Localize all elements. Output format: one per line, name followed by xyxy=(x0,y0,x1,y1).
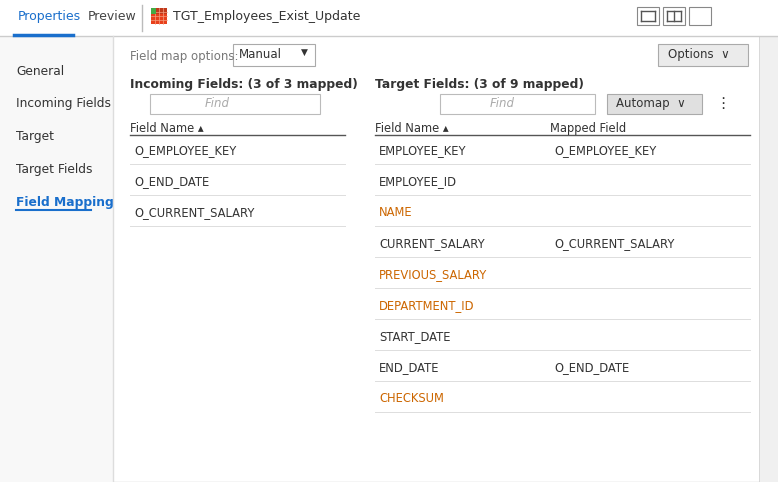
Bar xyxy=(607,94,702,114)
Text: START_DATE: START_DATE xyxy=(379,330,450,343)
Text: Field map options:: Field map options: xyxy=(130,50,239,63)
Text: NAME: NAME xyxy=(379,206,412,219)
Bar xyxy=(759,36,778,482)
Text: O_CURRENT_SALARY: O_CURRENT_SALARY xyxy=(554,237,675,250)
Bar xyxy=(151,8,156,13)
Bar xyxy=(233,44,315,66)
Text: Preview: Preview xyxy=(88,10,137,23)
Text: Target: Target xyxy=(16,130,54,143)
Text: Mapped Field: Mapped Field xyxy=(550,122,626,135)
Text: Manual: Manual xyxy=(239,48,282,61)
Text: Incoming Fields: Incoming Fields xyxy=(16,97,111,110)
Text: Field Mapping: Field Mapping xyxy=(16,196,114,209)
Text: Properties: Properties xyxy=(18,10,81,23)
Text: Find: Find xyxy=(205,97,230,110)
Text: Automap  ∨: Automap ∨ xyxy=(616,97,685,110)
Text: O_END_DATE: O_END_DATE xyxy=(554,361,629,374)
Text: Target Fields: Target Fields xyxy=(16,163,93,176)
Bar xyxy=(0,36,113,482)
Bar xyxy=(151,8,167,13)
Text: Field Name ▴: Field Name ▴ xyxy=(375,122,449,135)
Text: O_CURRENT_SALARY: O_CURRENT_SALARY xyxy=(134,206,254,219)
Bar xyxy=(637,7,659,25)
Text: Field Name ▴: Field Name ▴ xyxy=(130,122,204,135)
Text: Options  ∨: Options ∨ xyxy=(668,48,730,61)
Text: DEPARTMENT_ID: DEPARTMENT_ID xyxy=(379,299,475,312)
Text: Incoming Fields: (3 of 3 mapped): Incoming Fields: (3 of 3 mapped) xyxy=(130,78,358,91)
Text: Find: Find xyxy=(490,97,515,110)
Text: O_EMPLOYEE_KEY: O_EMPLOYEE_KEY xyxy=(554,144,657,157)
Bar xyxy=(658,44,748,66)
Text: O_END_DATE: O_END_DATE xyxy=(134,175,209,188)
Text: General: General xyxy=(16,65,64,78)
Text: EMPLOYEE_KEY: EMPLOYEE_KEY xyxy=(379,144,467,157)
Bar xyxy=(0,0,778,36)
Text: ▼: ▼ xyxy=(301,48,308,57)
Text: TGT_Employees_Exist_Update: TGT_Employees_Exist_Update xyxy=(173,10,360,23)
Text: Target Fields: (3 of 9 mapped): Target Fields: (3 of 9 mapped) xyxy=(375,78,584,91)
Text: END_DATE: END_DATE xyxy=(379,361,440,374)
Bar xyxy=(150,94,320,114)
Bar xyxy=(663,7,685,25)
Bar xyxy=(151,8,167,24)
Text: CHECKSUM: CHECKSUM xyxy=(379,392,444,405)
Text: EMPLOYEE_ID: EMPLOYEE_ID xyxy=(379,175,457,188)
Bar xyxy=(689,7,711,25)
Text: O_EMPLOYEE_KEY: O_EMPLOYEE_KEY xyxy=(134,144,237,157)
Text: PREVIOUS_SALARY: PREVIOUS_SALARY xyxy=(379,268,487,281)
Text: CURRENT_SALARY: CURRENT_SALARY xyxy=(379,237,485,250)
Bar xyxy=(440,94,595,114)
Text: ⋮: ⋮ xyxy=(715,96,731,111)
